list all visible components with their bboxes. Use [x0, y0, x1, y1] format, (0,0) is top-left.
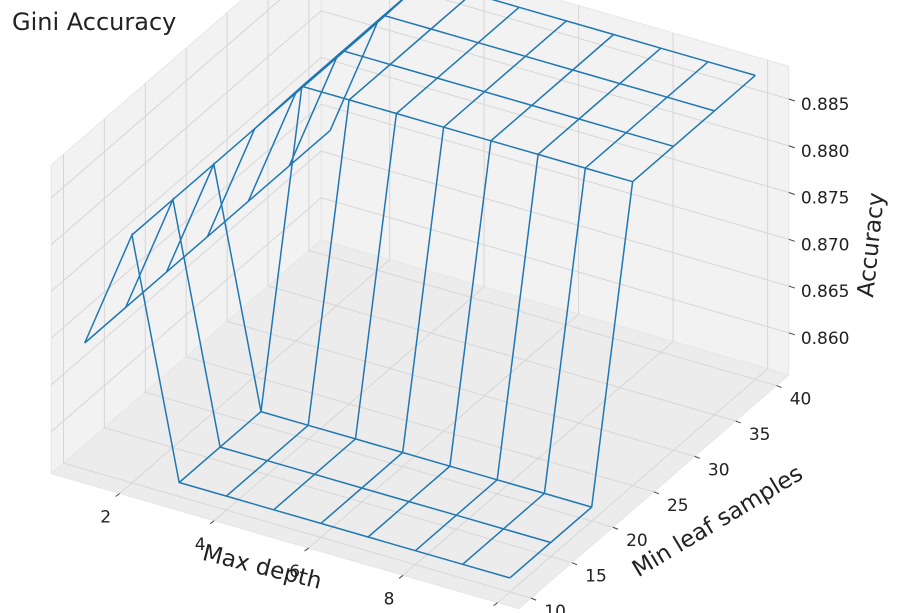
wire-column: [414, 47, 662, 552]
grid-line: [308, 0, 777, 386]
y-tick-label: 35: [749, 425, 771, 445]
wire-column: [178, 0, 403, 484]
x-tick-label: 6: [289, 562, 300, 582]
z-tick-label: 0.885: [801, 95, 850, 115]
x-tick: [115, 493, 120, 497]
grid-line: [50, 197, 789, 432]
wire-column: [320, 20, 567, 524]
z-tick-label: 0.875: [801, 189, 850, 209]
z-tick-label: 0.870: [801, 235, 850, 255]
x-tick-label: 2: [100, 508, 111, 528]
y-tick: [694, 455, 700, 459]
y-tick-label: 10: [544, 602, 566, 613]
grid-line: [50, 0, 789, 199]
y-tick-label: 15: [585, 567, 607, 587]
grid-line: [308, 5, 580, 549]
x-tick-label: 4: [195, 535, 206, 555]
panes: [50, 0, 790, 610]
z-axis-label: Accuracy: [853, 191, 890, 298]
wire-column: [462, 61, 709, 565]
grid-line: [50, 150, 789, 386]
x-axis-label: Max depth: [200, 540, 324, 595]
z-tick-label: 0.880: [801, 142, 850, 162]
wire-row: [124, 197, 551, 544]
chart-title: Gini Accuracy: [12, 8, 176, 36]
grid-line: [119, 0, 391, 494]
grid-line: [103, 119, 573, 564]
y-tick: [612, 526, 619, 530]
x-tick-label: 8: [384, 589, 395, 609]
wire-column: [225, 0, 466, 497]
x-tick: [493, 602, 498, 606]
grid-line: [63, 154, 532, 599]
wire-column: [273, 6, 520, 511]
z-tick: [788, 332, 795, 336]
grid: [50, 0, 789, 603]
x-tick: [209, 520, 215, 525]
wire-row: [165, 161, 592, 508]
y-tick-label: 40: [790, 390, 812, 410]
x-tick: [398, 574, 404, 579]
z-tick: [788, 192, 795, 196]
grid-line: [267, 0, 736, 422]
wire-column: [84, 129, 331, 344]
y-tick-label: 30: [708, 460, 730, 480]
y-tick: [530, 597, 537, 601]
z-tick-label: 0.860: [801, 329, 850, 349]
grid-line: [50, 103, 789, 339]
y-tick: [776, 385, 782, 389]
y-tick: [653, 491, 660, 495]
grid-line: [185, 48, 654, 493]
y-tick: [735, 420, 741, 424]
y-tick-label: 20: [626, 531, 648, 551]
z-tick: [788, 98, 795, 102]
z-tick: [788, 285, 795, 289]
grid-line: [226, 12, 695, 457]
wire-column: [131, 21, 378, 236]
grid-line: [144, 83, 614, 528]
labels: 246810101520253035400.8600.8650.8700.875…: [100, 95, 849, 613]
x-tick: [304, 547, 309, 552]
z-tick-label: 0.865: [801, 282, 850, 302]
wireframe: [84, 0, 756, 579]
y-tick: [571, 562, 578, 566]
grid-line: [213, 0, 485, 522]
grid-line: [497, 60, 769, 603]
z-tick: [788, 238, 795, 242]
wire-row: [84, 232, 511, 579]
wire-column: [509, 74, 756, 579]
wire-column: [367, 33, 615, 538]
z-tick: [788, 145, 795, 149]
grid-line: [402, 32, 674, 576]
grid-line: [50, 56, 789, 292]
y-tick-label: 25: [667, 496, 689, 516]
grid-line: [50, 10, 789, 245]
